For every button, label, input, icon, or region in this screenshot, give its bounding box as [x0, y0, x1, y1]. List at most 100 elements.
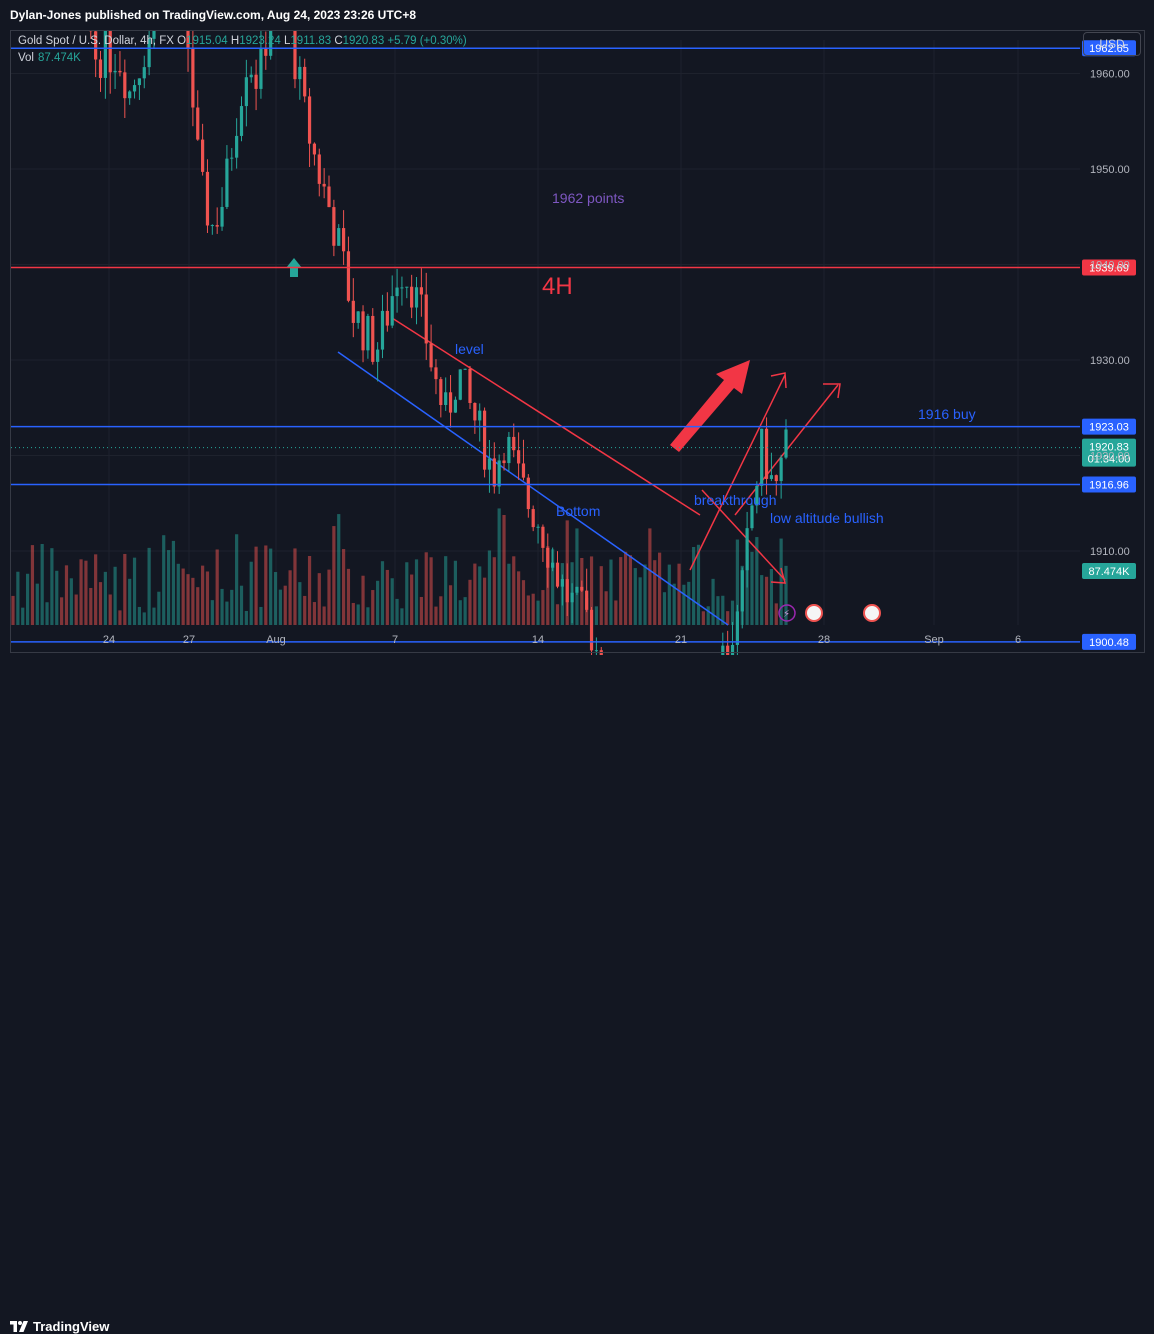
volume-label: Vol — [18, 52, 34, 64]
candle-body — [507, 436, 511, 464]
price-lines: 1981.681962.651939.691923.031916.961900.… — [11, 40, 1136, 650]
volume-bar — [283, 585, 287, 625]
volume-bar — [458, 600, 462, 625]
footer: TradingView — [0, 655, 1154, 1334]
volume-bar — [312, 602, 317, 625]
price-line-label: 1900.48 — [1089, 637, 1129, 649]
candle-body — [551, 562, 555, 568]
volume-bar — [638, 577, 642, 625]
candle-body — [473, 402, 477, 421]
candle-body — [259, 48, 263, 89]
volume-bar — [594, 606, 598, 625]
volume-bar — [108, 594, 112, 625]
candle-body — [210, 225, 214, 227]
volume-bar — [201, 565, 205, 625]
volume-bar — [162, 535, 166, 625]
candle-body — [764, 428, 769, 479]
volume-bar — [74, 594, 78, 625]
volume-bar — [507, 563, 511, 625]
volume-bar — [633, 568, 637, 625]
volume-bar — [215, 549, 219, 625]
volume-bar — [463, 597, 467, 625]
tradingview-logo-icon — [10, 1321, 28, 1332]
annotation-low-altitude-bullish: low altitude bullish — [770, 510, 884, 526]
currency-button[interactable]: USD — [1083, 32, 1141, 56]
volume-bar — [259, 606, 263, 625]
volume-bar — [269, 548, 273, 625]
volume-bar — [98, 582, 103, 625]
volume-bar — [696, 544, 701, 625]
volume-bar — [264, 545, 268, 625]
x-tick-label: 21 — [675, 634, 687, 646]
candle-body — [735, 611, 739, 645]
volume-bar — [147, 547, 151, 625]
volume-bar — [434, 606, 438, 625]
candle-body — [132, 85, 137, 92]
candle-body — [487, 458, 492, 470]
volume-bar — [341, 549, 346, 625]
candle-body — [589, 609, 594, 651]
volume-bar — [89, 587, 93, 625]
candle-body — [113, 70, 117, 73]
candle-body — [400, 287, 404, 289]
candle-body — [482, 410, 487, 470]
candle-body — [395, 287, 399, 297]
volume-value: 87.474K — [38, 52, 81, 64]
volume-bar — [657, 552, 662, 625]
annotation-1916-buy: 1916 buy — [918, 406, 976, 422]
volume-badge-label: 87.474K — [1089, 566, 1131, 578]
candle-body — [327, 186, 331, 208]
candle-body — [108, 30, 112, 73]
volume-bar — [60, 597, 64, 625]
candle-body — [341, 228, 346, 252]
volume-bar — [171, 540, 176, 625]
candle-body — [536, 526, 540, 528]
candle-body — [468, 368, 472, 403]
volume-bar — [239, 585, 244, 625]
arrow-head-2 — [823, 383, 841, 399]
volume-bar — [366, 607, 370, 625]
volume-bar — [536, 600, 540, 625]
candle-body — [755, 485, 759, 506]
candle-body — [312, 143, 317, 155]
candle-body — [575, 586, 579, 593]
volume-bar — [128, 578, 132, 625]
volume-bar — [502, 514, 506, 625]
price-chart[interactable]: 1981.681962.651939.691923.031916.961900.… — [0, 0, 1154, 689]
volume-bar — [113, 566, 117, 625]
candle-body — [264, 48, 268, 56]
candle-body — [337, 228, 341, 246]
candle-body — [390, 296, 394, 326]
volume-bar — [599, 566, 603, 625]
volume-bar — [716, 596, 720, 625]
price-line-label: 1923.03 — [1089, 422, 1129, 434]
x-tick-label: 24 — [103, 634, 115, 646]
top-bar: Dylan-Jones published on TradingView.com… — [0, 0, 1154, 30]
volume-bar — [322, 606, 326, 625]
volume-bar — [429, 557, 433, 625]
volume-bar — [390, 578, 394, 625]
candle-body — [269, 13, 273, 56]
volume-bar — [94, 554, 98, 625]
candle-body — [769, 475, 774, 479]
candle-body — [94, 31, 98, 60]
volume-bar — [623, 551, 628, 625]
volume-bar — [735, 539, 739, 625]
open-value: 1915.04 — [186, 35, 228, 47]
volume-bar — [721, 595, 725, 625]
candle-body — [414, 287, 419, 308]
volume-bar — [142, 612, 146, 625]
brand-name: TradingView — [33, 1319, 110, 1334]
candle-body — [191, 48, 195, 108]
candle-body — [317, 154, 321, 184]
volume-bar — [21, 607, 25, 625]
candle-body — [225, 158, 229, 207]
price-line-badge — [1082, 476, 1136, 493]
candle-body — [512, 436, 516, 451]
candle-body — [346, 251, 351, 301]
candle-body — [239, 106, 244, 136]
volume-bar — [157, 591, 161, 625]
volume-bar — [779, 538, 783, 625]
close-value: 1920.83 — [342, 35, 385, 47]
candle-body — [147, 38, 151, 68]
